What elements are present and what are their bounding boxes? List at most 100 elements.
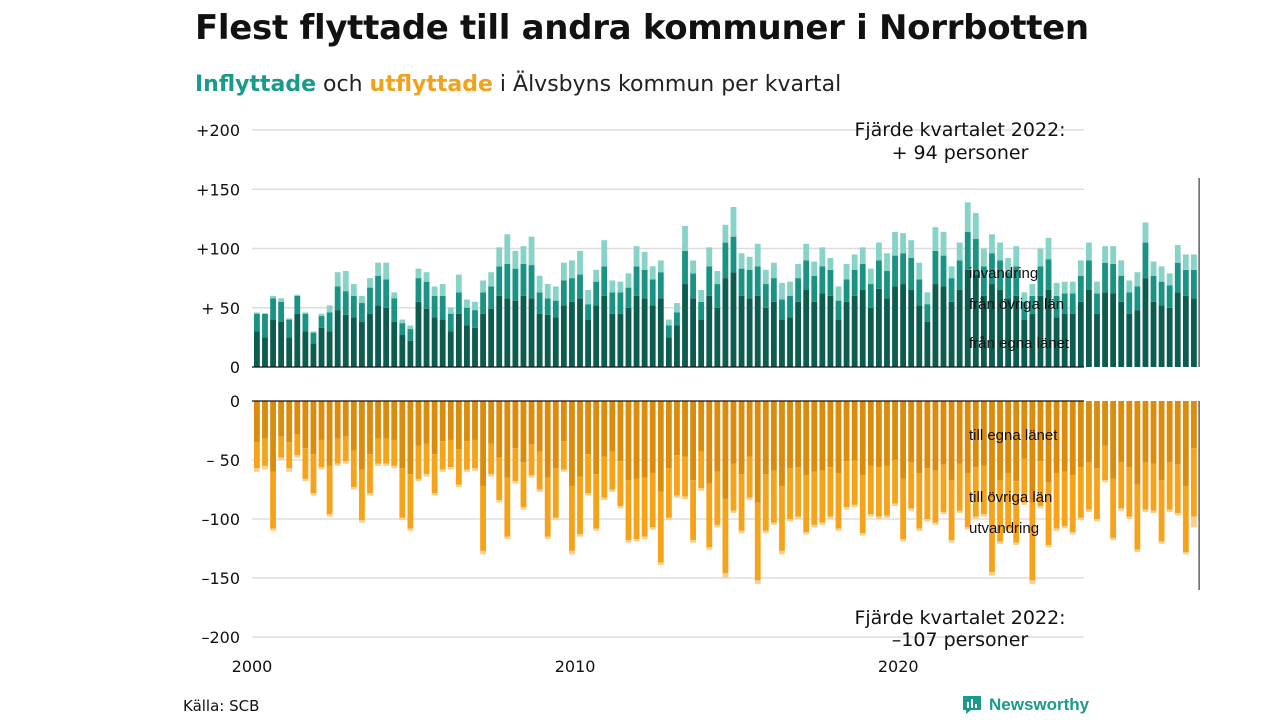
bar-in-invandring (318, 313, 325, 317)
bar-out-egna (496, 401, 503, 458)
bar-out-egna (254, 401, 260, 443)
bar-out-utvandring (488, 474, 495, 477)
bar-in-ovriga (399, 323, 406, 336)
bar-in-invandring (407, 325, 414, 330)
bar-in-egna (544, 314, 551, 367)
bar-in-ovriga (464, 307, 470, 326)
bar-out-ovriga (1061, 471, 1068, 527)
bar-out-ovriga (488, 443, 495, 475)
bar-in-egna (431, 317, 438, 367)
bar-in-egna (480, 313, 486, 367)
bar-out-egna (730, 401, 737, 464)
bar-out-ovriga (617, 461, 624, 507)
bar-in-ovriga (964, 231, 971, 270)
bar-in-invandring (1061, 281, 1068, 294)
bar-out-utvandring (1086, 509, 1092, 512)
bar-out-ovriga (1069, 475, 1076, 532)
bar-out-utvandring (916, 528, 923, 531)
bar-in-ovriga (528, 265, 535, 299)
bar-out-egna (835, 401, 842, 473)
bar-out-egna (932, 401, 939, 471)
bar-out-ovriga (803, 475, 810, 532)
bar-out-ovriga (278, 436, 285, 458)
bar-in-invandring (601, 240, 608, 267)
bar-out-utvandring (302, 478, 309, 482)
bar-out-egna (512, 401, 519, 449)
bar-in-invandring (682, 225, 688, 251)
bar-out-utvandring (762, 530, 769, 534)
bar-out-ovriga (940, 464, 947, 512)
bar-out-utvandring (1021, 502, 1028, 505)
bar-in-invandring (569, 260, 575, 279)
bar-out-ovriga (464, 441, 470, 470)
bar-out-egna (423, 401, 430, 444)
bar-in-ovriga (633, 266, 640, 296)
bar-in-egna (754, 295, 761, 367)
bar-out-ovriga (884, 465, 890, 516)
y-tick-label: – 50 (207, 451, 240, 470)
bar-out-utvandring (334, 463, 341, 466)
bar-in-invandring (294, 294, 301, 296)
bar-in-invandring (577, 250, 583, 275)
bar-in-egna (706, 295, 713, 367)
bar-in-invandring (480, 280, 486, 293)
bar-out-egna (819, 401, 826, 471)
brand-name: Newsworthy (989, 695, 1090, 714)
bar-out-egna (1061, 401, 1068, 472)
bar-out-utvandring (1037, 506, 1044, 509)
y-tick-label: + 50 (201, 299, 240, 318)
bar-out-ovriga (1110, 478, 1117, 538)
bar-in-egna (940, 286, 947, 367)
x-tick-label: 2010 (555, 657, 596, 676)
bar-in-egna (787, 317, 793, 367)
bar-in-ovriga (916, 279, 923, 306)
bar-out-ovriga (585, 454, 592, 494)
bar-in-egna (875, 288, 882, 367)
bar-out-egna (544, 401, 551, 478)
bar-out-ovriga (972, 467, 979, 517)
bar-out-egna (665, 401, 672, 469)
brand-logo: Newsworthy (961, 694, 1089, 716)
bar-out-egna (1094, 401, 1100, 469)
bar-in-ovriga (1094, 293, 1100, 314)
bar-out-utvandring (423, 474, 430, 477)
bar-out-utvandring (633, 539, 640, 542)
bar-in-invandring (633, 246, 640, 267)
bar-in-egna (1110, 293, 1117, 367)
bar-in-invandring (585, 289, 592, 305)
bar-in-ovriga (326, 312, 333, 332)
bar-in-egna (900, 284, 907, 367)
chart-labels: Fjärde kvartalet 2022:+ 94 personerFjärd… (854, 119, 1069, 651)
bar-out-utvandring (496, 500, 503, 503)
bar-in-egna (859, 289, 866, 367)
bar-in-egna (439, 319, 446, 367)
bar-in-ovriga (682, 250, 688, 285)
bar-out-ovriga (900, 478, 907, 540)
bar-out-utvandring (787, 519, 793, 522)
bar-out-utvandring (350, 487, 357, 490)
bar-out-ovriga (383, 438, 390, 464)
bar-in-ovriga (1077, 275, 1084, 302)
bar-out-egna (1134, 401, 1141, 485)
bar-out-utvandring (464, 469, 470, 472)
bar-out-utvandring (682, 496, 688, 499)
bar-out-ovriga (1094, 468, 1100, 519)
bar-in-ovriga (1045, 259, 1052, 290)
bar-out-egna (310, 401, 317, 455)
bar-in-invandring (1045, 237, 1052, 260)
bar-out-egna (391, 401, 398, 440)
bar-out-utvandring (1094, 519, 1100, 522)
bar-in-egna (407, 340, 414, 367)
bar-out-ovriga (286, 442, 293, 469)
bar-in-egna (665, 337, 672, 367)
bar-in-invandring (665, 319, 672, 326)
bar-in-ovriga (795, 278, 802, 302)
bar-out-utvandring (1053, 528, 1060, 531)
bar-in-invandring (254, 312, 260, 314)
bar-in-egna (698, 319, 705, 367)
bar-in-invandring (843, 263, 850, 280)
bar-out-egna (1126, 401, 1133, 468)
bar-out-ovriga (698, 451, 705, 489)
bar-in-invandring (472, 301, 478, 311)
bar-in-ovriga (342, 291, 349, 315)
